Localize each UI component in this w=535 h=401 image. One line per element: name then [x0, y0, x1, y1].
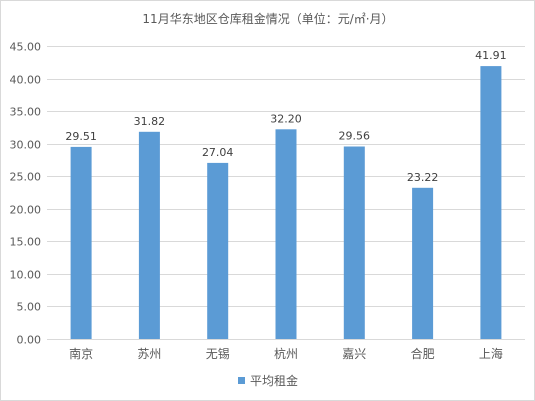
- y-tick-label: 35.00: [10, 106, 42, 119]
- bar: [207, 162, 229, 339]
- y-tick-label: 10.00: [10, 269, 42, 282]
- y-tick-label: 20.00: [10, 204, 42, 217]
- legend: 平均租金: [238, 373, 298, 388]
- x-axis-category-labels: 南京 苏州 无锡 杭州 嘉兴 合肥 上海: [69, 346, 503, 361]
- bar-data-label: 29.56: [339, 130, 371, 143]
- legend-swatch: [238, 377, 245, 384]
- bar-data-label: 32.20: [270, 112, 302, 125]
- y-tick-label: 15.00: [10, 236, 42, 249]
- bar: [138, 131, 160, 339]
- bar-data-label: 41.91: [475, 49, 507, 62]
- y-tick-label: 5.00: [17, 301, 42, 314]
- bar-data-label: 29.51: [65, 130, 97, 143]
- x-category-label: 无锡: [206, 346, 230, 361]
- x-category-label: 杭州: [274, 346, 298, 361]
- bar-data-label: 27.04: [202, 146, 234, 159]
- y-tick-label: 45.00: [10, 41, 42, 54]
- bar: [70, 146, 92, 339]
- data-labels: 29.51 31.82 27.04 32.20 29.56 23.22 41.91: [65, 49, 506, 184]
- bar-data-label: 23.22: [407, 171, 439, 184]
- bar: [343, 146, 365, 339]
- y-tick-label: 25.00: [10, 171, 42, 184]
- bar: [412, 187, 434, 339]
- x-category-label: 上海: [479, 346, 503, 361]
- y-tick-label: 30.00: [10, 139, 42, 152]
- chart-title: 11月华东地区仓库租金情况（单位：元/㎡·月）: [142, 11, 393, 26]
- x-category-label: 嘉兴: [342, 347, 366, 361]
- legend-label: 平均租金: [250, 373, 298, 388]
- bar-data-label: 31.82: [134, 115, 166, 128]
- x-category-label: 合肥: [411, 346, 435, 361]
- y-axis-tick-labels: 0.00 5.00 10.00 15.00 20.00 25.00 30.00 35.00 40…: [10, 41, 42, 347]
- bar: [275, 129, 297, 339]
- y-tick-label: 40.00: [10, 74, 42, 87]
- x-category-label: 南京: [69, 346, 93, 361]
- bar: [480, 66, 502, 339]
- y-tick-label: 0.00: [17, 334, 42, 347]
- x-category-label: 苏州: [137, 347, 161, 361]
- bars: [70, 66, 502, 339]
